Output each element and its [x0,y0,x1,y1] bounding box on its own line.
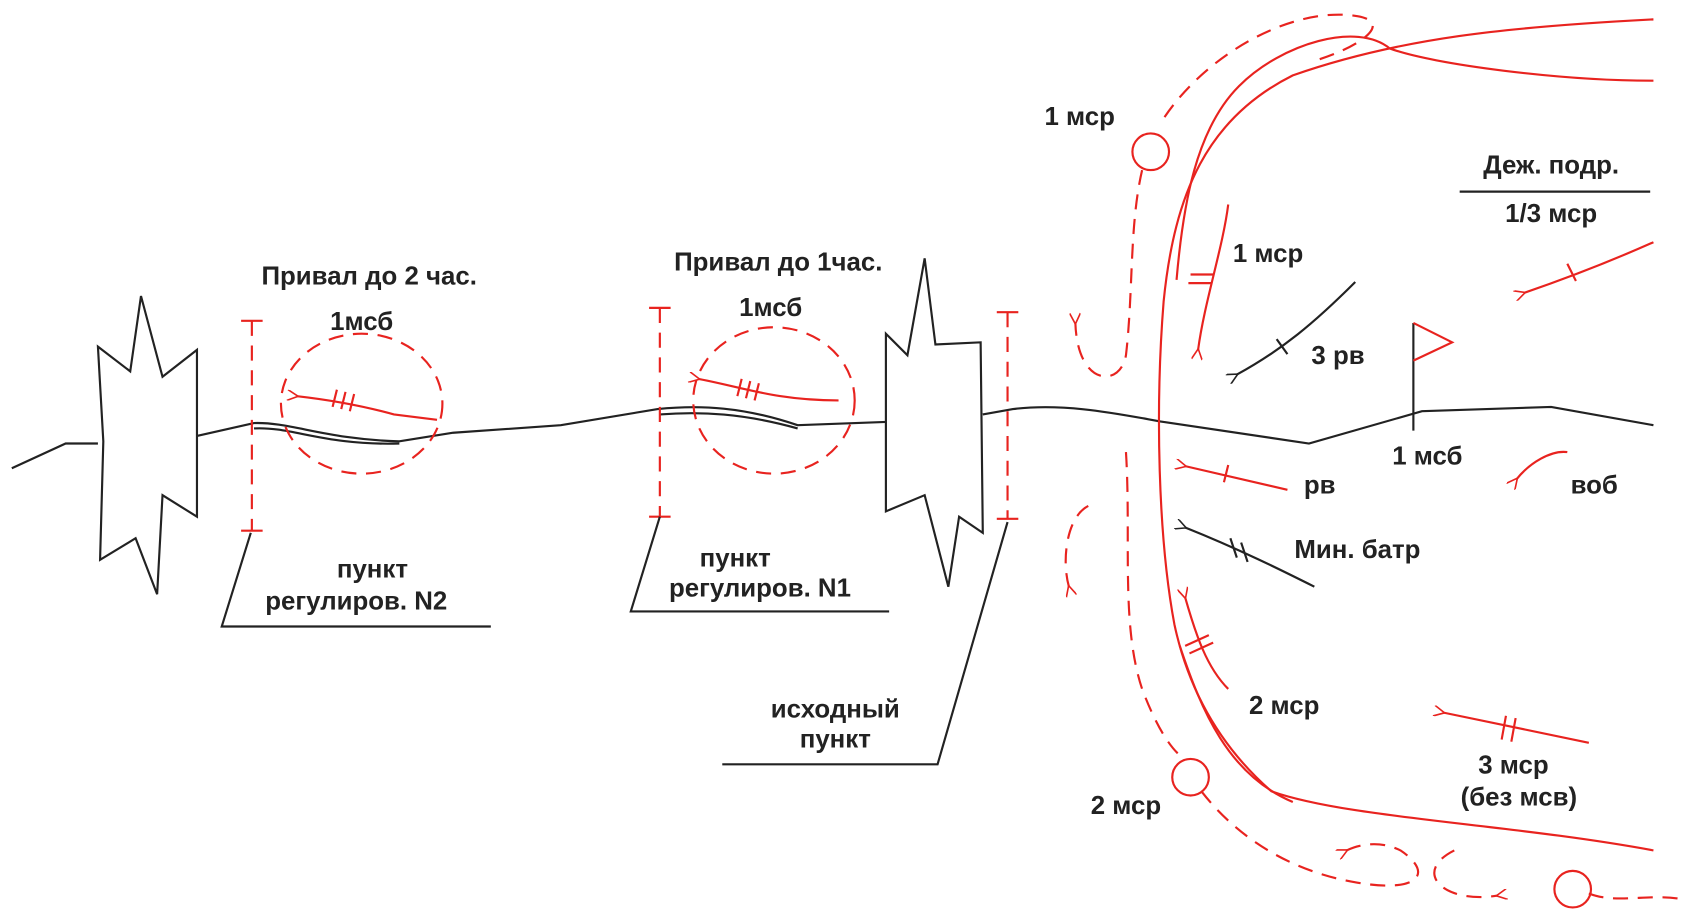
label: пункт [800,725,871,753]
label: 1 мсб [1392,442,1462,470]
label: рв [1304,471,1336,499]
label: пункт [337,555,408,583]
label: исходный [771,695,900,723]
label: пункт [700,545,771,573]
label: Привал до 2 час. [261,263,477,291]
label: регулиров. N2 [265,588,447,616]
control-posts [241,306,1019,532]
label: 3 мср [1478,751,1548,779]
label: воб [1571,471,1618,499]
obstacles [96,258,984,595]
label: 1мсб [739,294,802,322]
label: 3 рв [1311,342,1364,370]
label: 2 мср [1091,792,1161,820]
labels: Привал до 2 час. 1мсб Привал до 1час. 1мсб п… [261,103,1619,820]
label: (без мсв) [1461,784,1578,812]
leader-lines [220,190,1651,766]
label: 1 мср [1233,240,1303,268]
label: 1 мср [1044,103,1114,131]
label: регулиров. N1 [669,575,851,603]
label: 2 мср [1249,692,1319,720]
label: Привал до 1час. [674,249,882,277]
label: 1мсб [330,308,393,336]
front-lines [1157,18,1654,852]
unit-arrows [1185,204,1654,744]
dashed-routes [1064,13,1681,909]
label: 1/3 мср [1505,200,1597,228]
label: Мин. батр [1294,536,1420,564]
label: Деж. подр. [1483,152,1619,180]
road [11,405,1654,470]
